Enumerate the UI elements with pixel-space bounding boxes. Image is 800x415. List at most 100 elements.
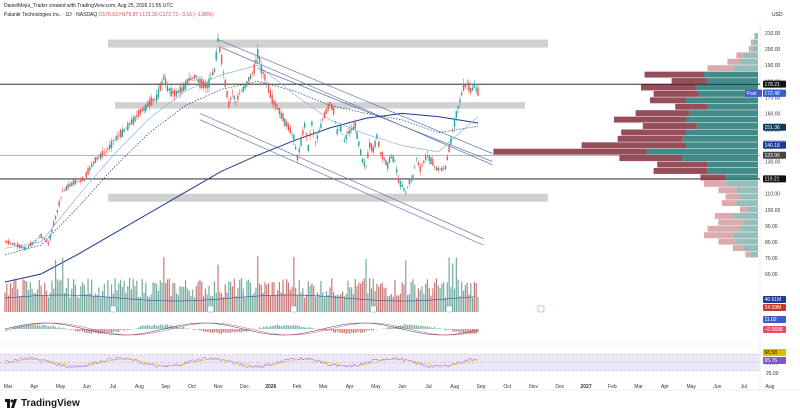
macd-histogram-bar (121, 329, 123, 330)
candle-body (233, 96, 235, 100)
volume-bar (73, 279, 75, 312)
currency-label[interactable]: USD (772, 12, 783, 18)
tradingview-logo[interactable]: TradingView (5, 398, 80, 409)
candle-body (275, 103, 277, 108)
volume-bar (459, 296, 461, 312)
volume-bar (244, 297, 246, 312)
macd-histogram-bar (358, 329, 360, 332)
volume-profile-down (641, 84, 695, 91)
macd-histogram-bar (264, 327, 266, 329)
candle-body (67, 183, 69, 189)
time-tick-label: Dec (240, 384, 249, 390)
macd-histogram-bar (206, 329, 208, 333)
time-tick-label: Mar (634, 384, 643, 390)
volume-bar (430, 295, 432, 312)
candle-body (300, 138, 302, 146)
volume-bar (119, 279, 122, 312)
candle-body (345, 135, 347, 140)
candle-body (175, 91, 178, 96)
volume-bar (307, 281, 309, 312)
macd-value-text: 11.02 (765, 317, 777, 323)
time-tick-label: Feb (293, 384, 302, 390)
volume-bar (188, 290, 190, 312)
volume-bar (249, 282, 252, 312)
rsi-value-tag (763, 349, 786, 356)
macd-histogram-bar (262, 326, 264, 329)
time-tick-label: Mar (4, 384, 13, 390)
volume-profile-down (644, 71, 704, 78)
candle-body (202, 80, 205, 89)
volume-bar (166, 279, 169, 312)
candle-body (58, 200, 60, 207)
volume-bar (17, 289, 19, 312)
volume-bar (112, 293, 114, 312)
publisher-text: DanielMejia_Trader created with TradingV… (4, 3, 173, 9)
candle-body (350, 128, 353, 131)
volume-bar (286, 279, 288, 312)
candle-body (109, 144, 111, 149)
volume-profile-down (722, 200, 737, 207)
volume-bar (379, 283, 382, 312)
trend-channel-line (199, 119, 484, 246)
candle-body (403, 187, 405, 191)
candle-body (65, 186, 68, 191)
earnings-marker-icon (370, 305, 377, 313)
candle-body (266, 83, 268, 85)
macd-histogram-bar (145, 325, 147, 329)
volume-profile-up (707, 168, 758, 174)
candle-body (331, 104, 333, 110)
volume-profile-up (747, 206, 758, 213)
candle-body (127, 123, 129, 131)
macd-histogram-bar (248, 329, 250, 331)
candle-body (475, 88, 477, 91)
macd-histogram-bar (453, 329, 456, 332)
macd-histogram-bar (271, 326, 273, 329)
candle-body (164, 78, 167, 86)
time-tick-label: Feb (608, 384, 617, 390)
macd-histogram-bar (289, 325, 291, 329)
price-axis-tag (763, 80, 786, 88)
volume-profile-up (732, 232, 758, 239)
volume-bar (109, 296, 111, 312)
volume-profile-up (752, 45, 758, 52)
macd-histogram-bar (296, 325, 299, 329)
volume-bar (464, 285, 466, 312)
symbol-line[interactable]: Palantir Technologies Inc. · 1D · NASDAQ… (4, 12, 214, 18)
macd-histogram-bar (468, 329, 470, 334)
macd-histogram-bar (273, 325, 275, 329)
time-tick-label: Sep (161, 384, 170, 390)
candle-body (217, 38, 219, 42)
ohlc-change: −3.16 (−1.80%) (179, 12, 214, 18)
volume-bar (27, 290, 30, 312)
macd-histogram-bar (230, 329, 232, 334)
macd-histogram-bar (31, 324, 33, 329)
volume-profile-up (707, 103, 758, 110)
candle-body (318, 129, 320, 133)
volume-bar (260, 285, 262, 312)
macd-histogram-bar (360, 329, 362, 333)
volume-bar (51, 280, 53, 312)
candle-body (112, 140, 115, 142)
candle-body (47, 242, 50, 245)
volume-profile-up (686, 116, 758, 123)
volume-profile-down (650, 97, 686, 104)
volume-bar (224, 284, 226, 312)
macd-histogram-bar (143, 325, 145, 329)
candle-body (22, 246, 24, 249)
macd-histogram-bar (42, 324, 44, 329)
symbol-title[interactable]: Palantir Technologies Inc. · 1D · NASDAQ (4, 12, 98, 18)
time-tick-label: Dec (555, 384, 564, 390)
candle-body (184, 81, 187, 89)
volume-profile-up (752, 39, 758, 46)
candle-body (170, 87, 172, 97)
volume-bar (275, 295, 277, 312)
volume-profile-down (707, 225, 740, 232)
candle-body (244, 84, 246, 89)
candle-body (325, 109, 328, 114)
volume-bar (76, 296, 78, 312)
time-tick-label: Jul (110, 384, 116, 390)
volume-bar (453, 288, 456, 312)
volume-profile-down (493, 148, 647, 155)
volume-profile-up (689, 110, 758, 117)
